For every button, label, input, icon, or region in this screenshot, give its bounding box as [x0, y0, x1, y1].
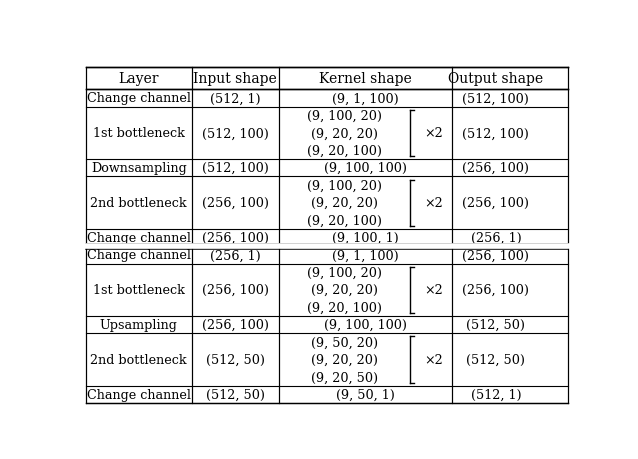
Text: (256, 100): (256, 100): [202, 196, 269, 210]
Text: 2nd bottleneck: 2nd bottleneck: [91, 353, 187, 366]
Text: (256, 100): (256, 100): [202, 284, 269, 297]
Text: (256, 100): (256, 100): [202, 319, 269, 331]
Text: (512, 50): (512, 50): [206, 388, 265, 401]
Text: 1st bottleneck: 1st bottleneck: [93, 284, 185, 297]
Text: (9, 20, 100): (9, 20, 100): [308, 214, 382, 227]
Text: 1st bottleneck: 1st bottleneck: [93, 127, 185, 140]
Text: (9, 20, 20): (9, 20, 20): [311, 196, 378, 210]
Text: (9, 100, 100): (9, 100, 100): [324, 162, 407, 175]
Text: (9, 50, 1): (9, 50, 1): [336, 388, 395, 401]
Text: (256, 100): (256, 100): [463, 284, 530, 297]
Text: Change channel: Change channel: [87, 92, 191, 105]
Text: (9, 1, 100): (9, 1, 100): [332, 249, 399, 262]
Text: (256, 1): (256, 1): [210, 249, 261, 262]
Text: (9, 20, 20): (9, 20, 20): [311, 284, 378, 297]
Text: Kernel shape: Kernel shape: [319, 72, 412, 86]
Text: (9, 20, 100): (9, 20, 100): [308, 145, 382, 157]
Text: Downsampling: Downsampling: [91, 162, 187, 175]
Text: (512, 1): (512, 1): [210, 92, 260, 105]
Text: ×2: ×2: [424, 196, 443, 210]
Text: (512, 50): (512, 50): [466, 353, 525, 366]
Text: Output shape: Output shape: [449, 72, 544, 86]
Text: (512, 100): (512, 100): [463, 127, 530, 140]
Text: (9, 100, 100): (9, 100, 100): [324, 319, 407, 331]
Text: (512, 50): (512, 50): [466, 319, 525, 331]
Text: (512, 50): (512, 50): [206, 353, 265, 366]
Text: (256, 100): (256, 100): [202, 231, 269, 245]
Text: (9, 20, 20): (9, 20, 20): [311, 127, 378, 140]
Text: (512, 100): (512, 100): [202, 127, 269, 140]
Text: (256, 100): (256, 100): [463, 196, 530, 210]
Text: (512, 100): (512, 100): [202, 162, 269, 175]
Text: (256, 1): (256, 1): [470, 231, 521, 245]
Text: ×2: ×2: [424, 353, 443, 366]
Text: (256, 100): (256, 100): [463, 249, 530, 262]
Text: ×2: ×2: [424, 127, 443, 140]
Text: Input shape: Input shape: [193, 72, 277, 86]
Text: Change channel: Change channel: [87, 249, 191, 262]
Text: (512, 1): (512, 1): [471, 388, 521, 401]
Text: (9, 20, 100): (9, 20, 100): [308, 301, 382, 314]
Text: (9, 100, 1): (9, 100, 1): [332, 231, 399, 245]
Text: (256, 100): (256, 100): [463, 162, 530, 175]
Text: (9, 100, 20): (9, 100, 20): [308, 110, 382, 123]
Text: Change channel: Change channel: [87, 231, 191, 245]
Text: (9, 50, 20): (9, 50, 20): [311, 336, 378, 349]
Text: (9, 20, 50): (9, 20, 50): [311, 370, 378, 384]
Text: (9, 100, 20): (9, 100, 20): [308, 179, 382, 192]
Text: Upsampling: Upsampling: [100, 319, 178, 331]
Text: ×2: ×2: [424, 284, 443, 297]
Text: (9, 100, 20): (9, 100, 20): [308, 266, 382, 279]
Text: (512, 100): (512, 100): [463, 92, 530, 105]
Text: (9, 20, 20): (9, 20, 20): [311, 353, 378, 366]
Text: Layer: Layer: [119, 72, 159, 86]
Text: (9, 1, 100): (9, 1, 100): [332, 92, 399, 105]
Text: Change channel: Change channel: [87, 388, 191, 401]
Text: 2nd bottleneck: 2nd bottleneck: [91, 196, 187, 210]
